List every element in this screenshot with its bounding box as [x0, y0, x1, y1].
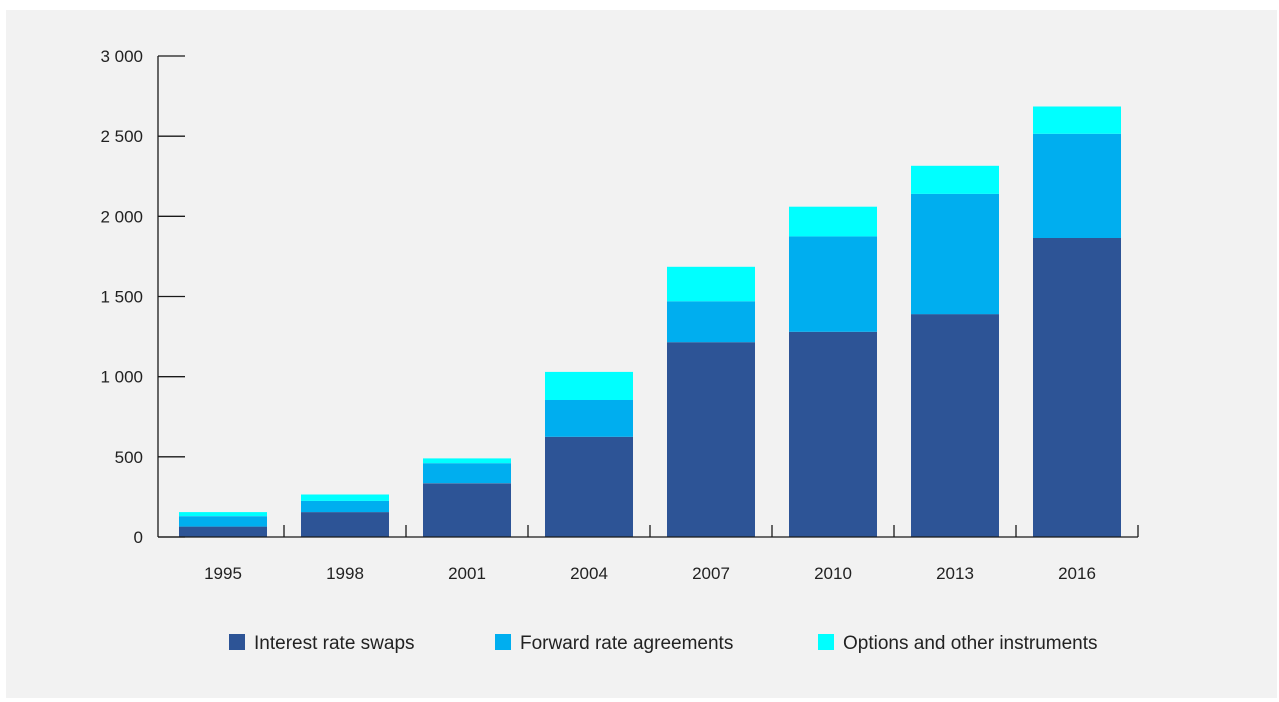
bar-segment-2010-1	[789, 236, 877, 332]
y-tick-label: 1 000	[100, 368, 143, 387]
bar-segment-1995-0	[179, 526, 267, 537]
y-tick-label: 0	[134, 528, 143, 547]
bar-segment-2016-2	[1033, 106, 1121, 134]
bar-segment-1995-1	[179, 516, 267, 527]
bar-segment-2013-2	[911, 165, 999, 194]
y-tick-label: 2 500	[100, 127, 143, 146]
bar-segment-2010-2	[789, 206, 877, 237]
bar-segment-2004-0	[545, 436, 633, 537]
bar-segment-2004-1	[545, 399, 633, 437]
axes-group: 1995 1998 2001 2004 2007 2010 2013 2016 0 500 1 00…	[100, 47, 1139, 583]
x-tick-label: 2010	[814, 564, 852, 583]
x-tick-label: 1995	[204, 564, 242, 583]
bar-segment-2016-1	[1033, 133, 1121, 238]
y-tick-label: 3 000	[100, 47, 143, 66]
x-tick-label: 2013	[936, 564, 974, 583]
bar-segment-2013-0	[911, 314, 999, 537]
bar-segment-1998-0	[301, 512, 389, 537]
x-tick-label: 2004	[570, 564, 608, 583]
bar-segment-2016-0	[1033, 238, 1121, 537]
bar-segment-2001-2	[423, 458, 511, 464]
legend-swatch	[818, 634, 834, 650]
legend-swatch	[229, 634, 245, 650]
legend-swatch	[495, 634, 511, 650]
x-tick-label: 2001	[448, 564, 486, 583]
y-tick-label: 500	[115, 448, 143, 467]
x-tick-label: 1998	[326, 564, 364, 583]
x-tick-label: 2007	[692, 564, 730, 583]
legend: Interest rate swaps Forward rate agreemen…	[229, 633, 1098, 654]
bar-segment-2007-2	[667, 266, 755, 302]
bar-segment-2007-1	[667, 301, 755, 343]
bar-segment-2007-0	[667, 342, 755, 537]
bar-segment-2001-1	[423, 463, 511, 484]
bar-segment-2001-0	[423, 483, 511, 537]
bar-segment-1998-2	[301, 494, 389, 501]
bar-segment-1998-1	[301, 500, 389, 513]
bar-segment-2004-2	[545, 371, 633, 400]
legend-label: Options and other instruments	[843, 633, 1098, 654]
y-tick-label: 2 000	[100, 207, 143, 226]
bar-segment-2010-0	[789, 331, 877, 537]
legend-label: Interest rate swaps	[254, 633, 415, 654]
bar-segment-2013-1	[911, 193, 999, 315]
bars-group	[179, 106, 1121, 537]
x-tick-label: 2016	[1058, 564, 1096, 583]
legend-label: Forward rate agreements	[520, 633, 733, 654]
bar-segment-1995-2	[179, 512, 267, 517]
y-tick-label: 1 500	[100, 288, 143, 307]
